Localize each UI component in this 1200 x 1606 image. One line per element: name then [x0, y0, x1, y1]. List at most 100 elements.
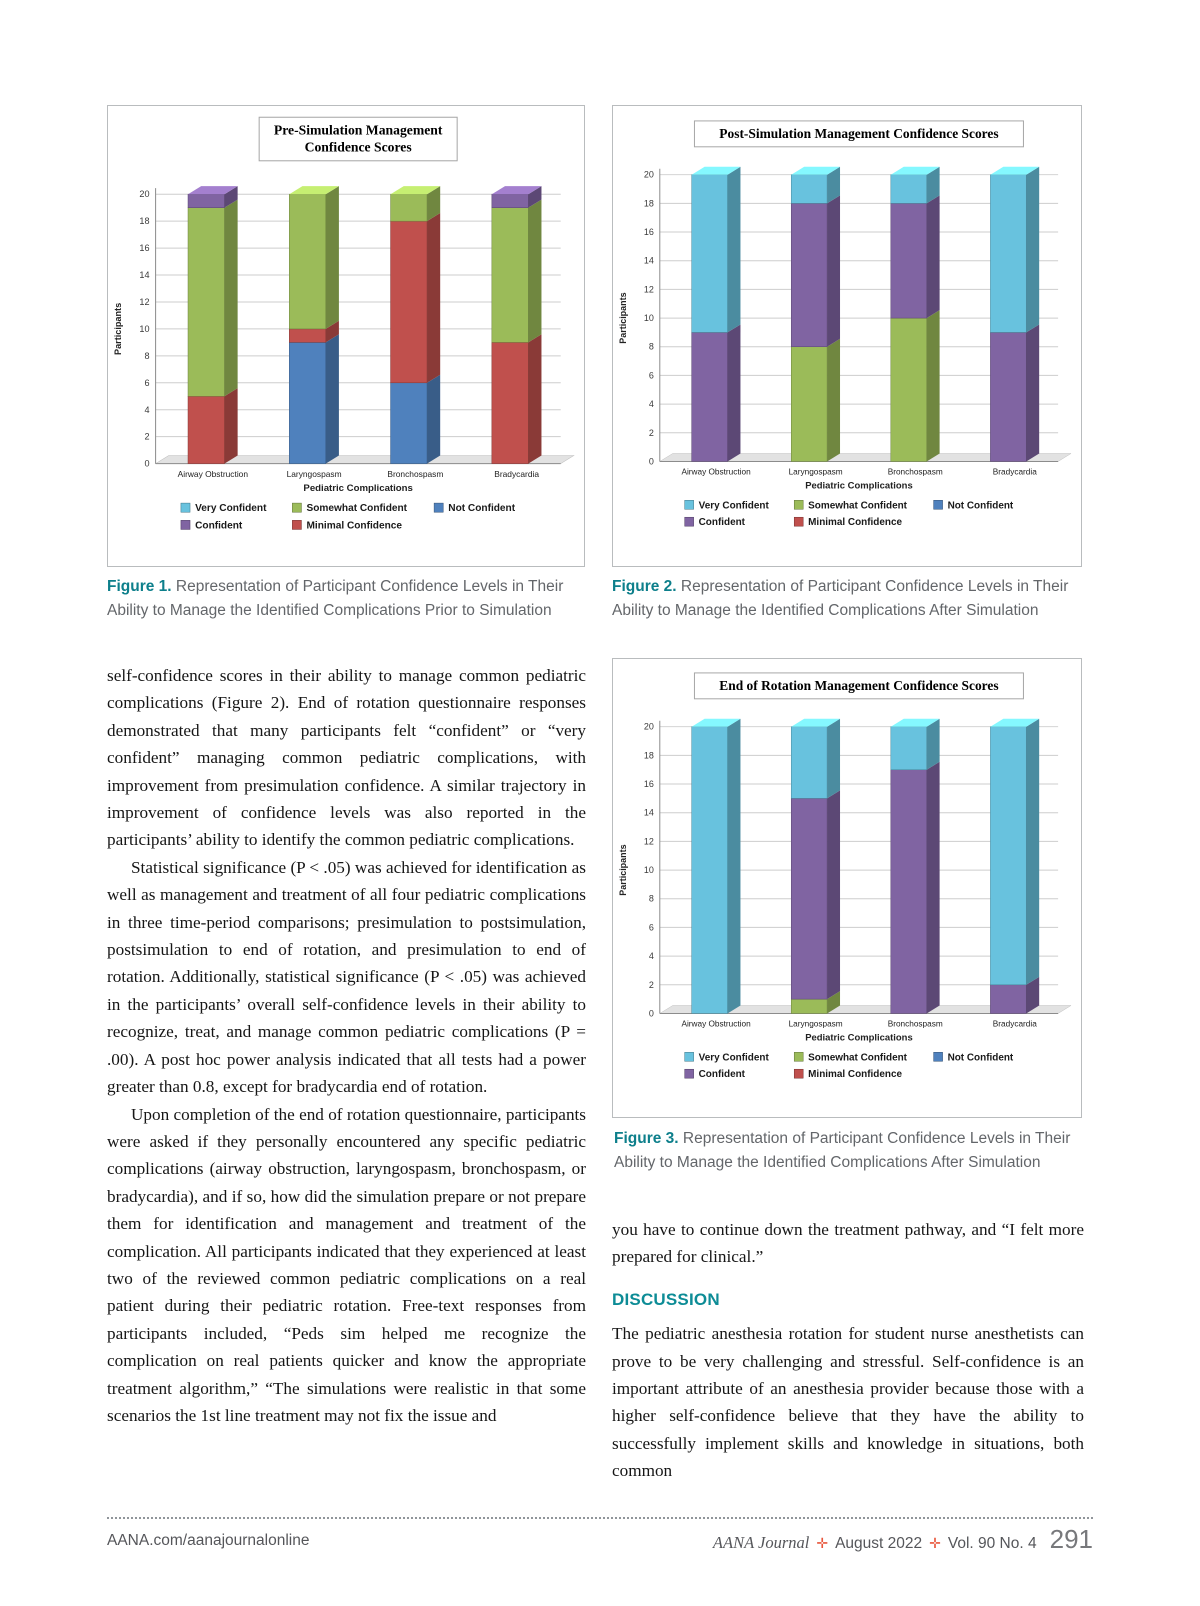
- svg-text:4: 4: [649, 951, 654, 961]
- svg-text:Laryngospasm: Laryngospasm: [789, 467, 843, 476]
- footer-citation: AANA Journal ✛ August 2022 ✛ Vol. 90 No.…: [713, 1524, 1093, 1555]
- svg-text:Airway Obstruction: Airway Obstruction: [681, 1019, 751, 1028]
- figure1-chart-box: Pre-Simulation Management Confidence Scor…: [107, 105, 585, 567]
- post-simulation-confidence-chart: Post-Simulation Management Confidence Sc…: [618, 120, 1072, 528]
- svg-text:14: 14: [644, 256, 654, 266]
- svg-text:6: 6: [144, 378, 149, 388]
- svg-text:4: 4: [649, 399, 654, 409]
- svg-text:2: 2: [649, 428, 654, 438]
- svg-text:Minimal Confidence: Minimal Confidence: [307, 520, 403, 531]
- svg-text:16: 16: [139, 243, 149, 253]
- footer-dotted-divider: [107, 1517, 1093, 1519]
- body-paragraph: The pediatric anesthesia rotation for st…: [612, 1324, 1084, 1481]
- footer-issue-date: August 2022: [835, 1535, 923, 1552]
- figure1-caption-label: Figure 1.: [107, 578, 172, 595]
- svg-text:Bronchospasm: Bronchospasm: [888, 1019, 943, 1028]
- svg-text:Bradycardia: Bradycardia: [993, 1019, 1037, 1028]
- svg-text:End of Rotation Management Con: End of Rotation Management Confidence Sc…: [719, 678, 998, 693]
- figure1-caption-text: Representation of Participant Confidence…: [107, 578, 564, 619]
- figure1-caption: Figure 1. Representation of Participant …: [107, 575, 589, 622]
- svg-text:16: 16: [644, 779, 654, 789]
- svg-text:10: 10: [139, 324, 149, 334]
- svg-text:Pre-Simulation Management: Pre-Simulation Management: [274, 122, 443, 137]
- svg-text:Minimal Confidence: Minimal Confidence: [808, 1069, 902, 1080]
- svg-text:14: 14: [139, 270, 149, 280]
- svg-text:10: 10: [644, 865, 654, 875]
- svg-text:Not Confident: Not Confident: [948, 1052, 1014, 1063]
- svg-text:Confident: Confident: [699, 517, 746, 528]
- svg-text:0: 0: [649, 1008, 654, 1018]
- svg-text:Pediatric Complications: Pediatric Complications: [805, 480, 913, 491]
- svg-text:Confidence Scores: Confidence Scores: [305, 140, 412, 155]
- pre-simulation-confidence-chart: Pre-Simulation Management Confidence Scor…: [113, 116, 575, 531]
- body-paragraph: you have to continue down the treatment …: [612, 1220, 1084, 1267]
- svg-text:Confident: Confident: [699, 1069, 746, 1080]
- svg-text:Pediatric Complications: Pediatric Complications: [805, 1032, 913, 1043]
- figure2-chart-box: Post-Simulation Management Confidence Sc…: [612, 105, 1082, 567]
- svg-text:2: 2: [144, 432, 149, 442]
- figure3-caption-label: Figure 3.: [614, 1130, 679, 1147]
- svg-text:Bradycardia: Bradycardia: [494, 469, 539, 479]
- svg-text:Very Confident: Very Confident: [195, 503, 267, 514]
- footer-page-number: 291: [1049, 1524, 1093, 1554]
- left-text-column: self-confidence scores in their ability …: [107, 662, 586, 1429]
- svg-text:Somewhat Confident: Somewhat Confident: [307, 503, 408, 514]
- figure3-chart-box: End of Rotation Management Confidence Sc…: [612, 658, 1082, 1118]
- svg-text:20: 20: [644, 722, 654, 732]
- svg-text:Very Confident: Very Confident: [699, 1052, 770, 1063]
- svg-text:4: 4: [144, 405, 149, 415]
- figure2-caption: Figure 2. Representation of Participant …: [612, 575, 1088, 622]
- figure3-caption-text: Representation of Participant Confidence…: [614, 1130, 1071, 1171]
- end-of-rotation-confidence-chart: End of Rotation Management Confidence Sc…: [618, 672, 1072, 1080]
- figure2-caption-label: Figure 2.: [612, 578, 677, 595]
- figure3-caption: Figure 3. Representation of Participant …: [614, 1127, 1088, 1174]
- svg-text:Participants: Participants: [618, 844, 628, 895]
- svg-text:2: 2: [649, 980, 654, 990]
- svg-text:18: 18: [644, 750, 654, 760]
- discussion-heading: DISCUSSION: [612, 1289, 720, 1309]
- svg-text:Bronchospasm: Bronchospasm: [387, 469, 443, 479]
- svg-text:Not Confident: Not Confident: [948, 500, 1014, 511]
- svg-text:20: 20: [139, 189, 149, 199]
- svg-text:Laryngospasm: Laryngospasm: [287, 469, 342, 479]
- svg-text:0: 0: [649, 456, 654, 466]
- svg-text:Somewhat Confident: Somewhat Confident: [808, 1052, 908, 1063]
- body-paragraph: Upon completion of the end of rotation q…: [107, 1104, 586, 1425]
- svg-text:12: 12: [644, 284, 654, 294]
- svg-text:12: 12: [644, 836, 654, 846]
- svg-text:12: 12: [139, 297, 149, 307]
- svg-text:8: 8: [144, 351, 149, 361]
- svg-text:Somewhat Confident: Somewhat Confident: [808, 500, 908, 511]
- svg-text:Laryngospasm: Laryngospasm: [789, 1019, 843, 1028]
- footer-journal-name: AANA Journal: [712, 1533, 810, 1552]
- svg-text:10: 10: [644, 313, 654, 323]
- svg-text:Participants: Participants: [618, 292, 628, 343]
- svg-text:Post-Simulation Management Con: Post-Simulation Management Confidence Sc…: [719, 126, 998, 141]
- svg-text:14: 14: [644, 808, 654, 818]
- svg-text:Airway Obstruction: Airway Obstruction: [178, 469, 249, 479]
- svg-text:Confident: Confident: [195, 520, 243, 531]
- svg-text:Pediatric Complications: Pediatric Complications: [303, 483, 412, 494]
- svg-text:6: 6: [649, 922, 654, 932]
- body-paragraph: self-confidence scores in their ability …: [107, 666, 586, 850]
- footer-website-text: AANA.com/aanajournalonline: [107, 1532, 310, 1549]
- svg-text:Minimal Confidence: Minimal Confidence: [808, 517, 902, 528]
- cross-separator-icon: ✛: [816, 1535, 829, 1551]
- svg-text:Bronchospasm: Bronchospasm: [888, 467, 943, 476]
- svg-text:Bradycardia: Bradycardia: [993, 467, 1037, 476]
- svg-text:Participants: Participants: [113, 303, 123, 355]
- svg-text:8: 8: [649, 342, 654, 352]
- svg-text:Very Confident: Very Confident: [699, 500, 770, 511]
- svg-text:16: 16: [644, 227, 654, 237]
- figure2-caption-text: Representation of Participant Confidence…: [612, 578, 1069, 619]
- svg-text:Not Confident: Not Confident: [448, 503, 515, 514]
- cross-separator-icon: ✛: [929, 1535, 941, 1551]
- svg-text:18: 18: [139, 216, 149, 226]
- svg-text:6: 6: [649, 370, 654, 380]
- svg-text:18: 18: [644, 198, 654, 208]
- footer-volume: Vol. 90 No. 4: [947, 1535, 1037, 1552]
- svg-text:20: 20: [644, 170, 654, 180]
- body-paragraph: Statistical significance (P < .05) was a…: [107, 857, 586, 1097]
- svg-text:8: 8: [649, 894, 654, 904]
